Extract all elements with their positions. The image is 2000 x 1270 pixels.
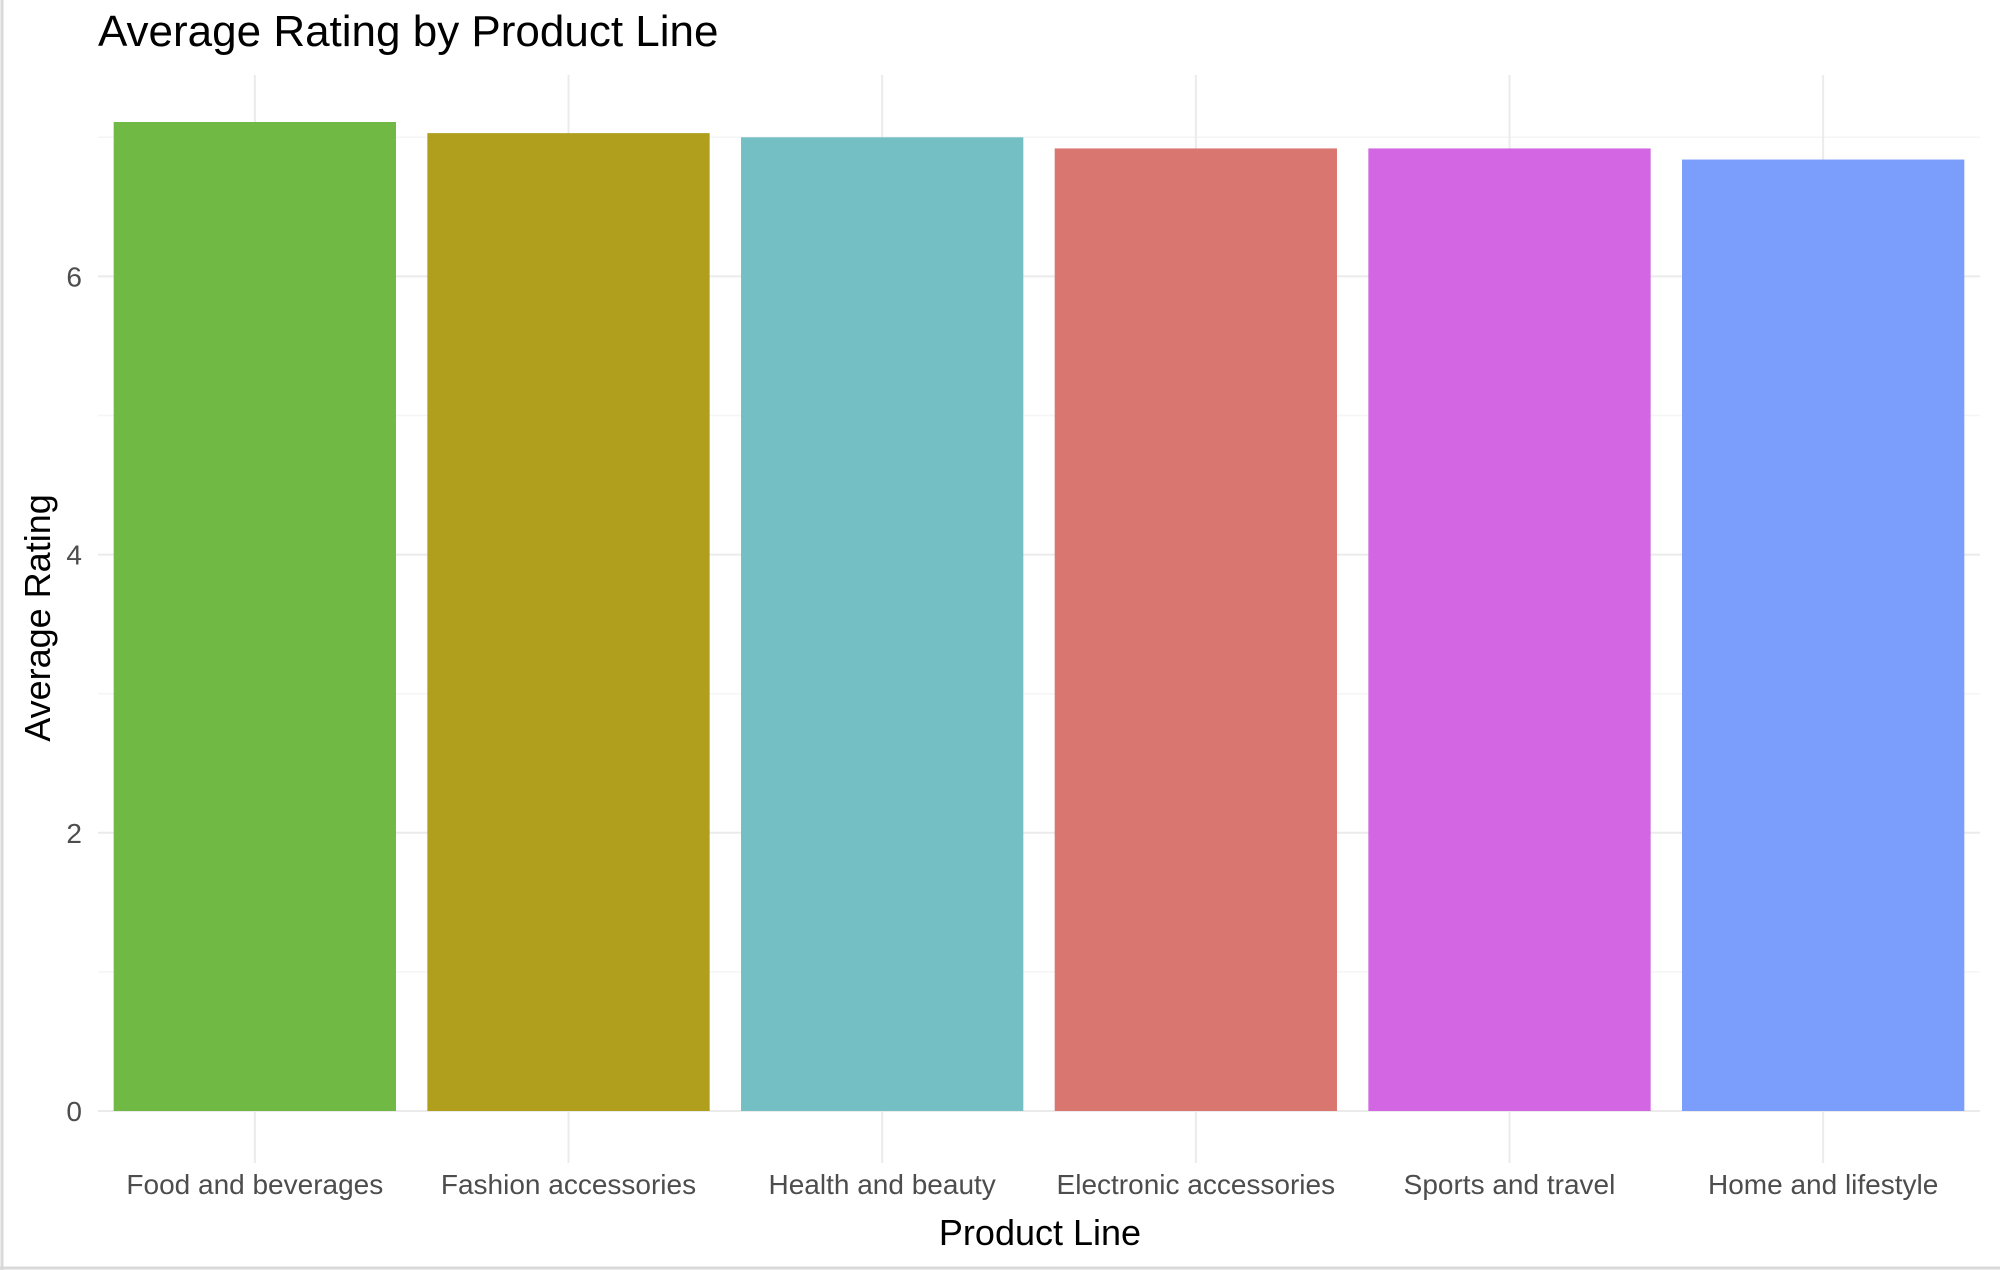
x-axis-ticks: Food and beverages Fashion accessories Hea… <box>126 1169 1938 1200</box>
bar <box>741 137 1024 1112</box>
x-tick-label: Fashion accessories <box>441 1169 696 1200</box>
x-tick-label: Home and lifestyle <box>1708 1169 1938 1200</box>
bar <box>1682 159 1965 1111</box>
bars <box>113 121 1965 1112</box>
x-tick-label: Electronic accessories <box>1057 1169 1336 1200</box>
x-tick-label: Food and beverages <box>126 1169 383 1200</box>
x-tick-label: Health and beauty <box>769 1169 996 1200</box>
bar <box>113 121 396 1111</box>
bar <box>1368 148 1651 1112</box>
chart-title: Average Rating by Product Line <box>98 7 718 56</box>
y-tick-label: 2 <box>66 818 82 849</box>
x-axis-title: Product Line <box>939 1212 1141 1253</box>
y-axis-title: Average Rating <box>17 494 58 742</box>
y-tick-label: 6 <box>66 261 82 292</box>
bar <box>427 133 710 1111</box>
y-axis-ticks: 0 2 4 6 <box>66 261 82 1127</box>
x-tick-label: Sports and travel <box>1404 1169 1616 1200</box>
y-tick-label: 4 <box>66 540 82 571</box>
y-tick-label: 0 <box>66 1096 82 1127</box>
bar <box>1054 148 1337 1112</box>
